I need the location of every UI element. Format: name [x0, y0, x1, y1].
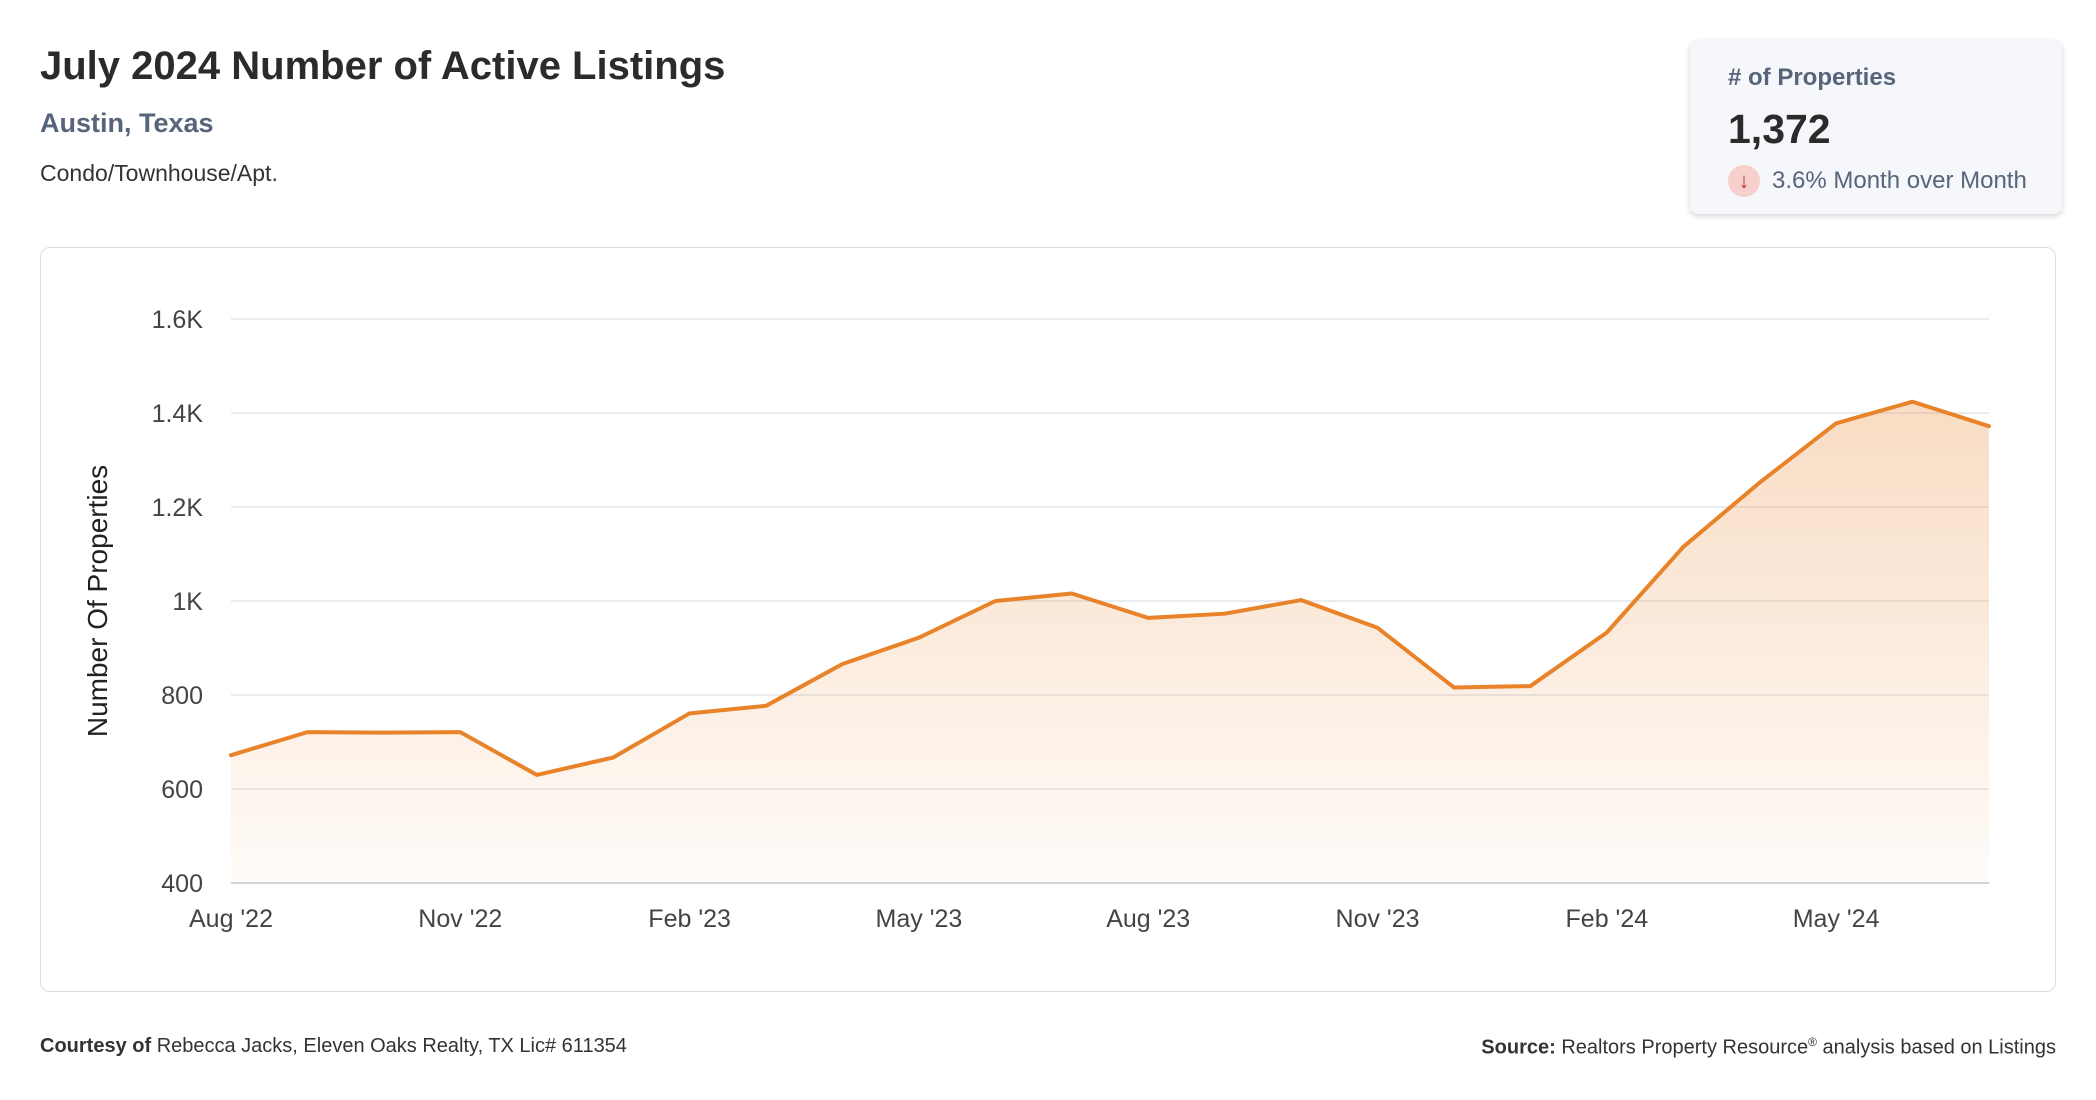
- source-footer: Source: Realtors Property Resource® anal…: [1481, 1035, 2056, 1060]
- data-point: [839, 661, 845, 667]
- x-tick-label: Nov '23: [1336, 905, 1420, 933]
- location-subtitle: Austin, Texas: [40, 108, 214, 138]
- kpi-value: 1,372: [1728, 106, 1831, 152]
- data-point: [1986, 423, 1992, 429]
- x-tick-label: Aug '23: [1106, 905, 1190, 933]
- data-point: [228, 752, 234, 758]
- y-tick-label: 1.6K: [152, 306, 204, 334]
- data-point: [1680, 544, 1686, 550]
- property-type-label: Condo/Townhouse/Apt.: [40, 160, 278, 186]
- data-point: [1757, 480, 1763, 486]
- kpi-change-text: 3.6% Month over Month: [1772, 167, 2027, 194]
- series-line: [229, 399, 1991, 777]
- data-point: [1833, 420, 1839, 426]
- x-tick-label: Feb '23: [648, 905, 731, 933]
- arrow-down-icon: ↓: [1728, 165, 1760, 197]
- source-text-suffix: analysis based on Listings: [1822, 1036, 2056, 1059]
- registered-mark: ®: [1808, 1035, 1817, 1049]
- area-fill: [231, 401, 1989, 883]
- data-point: [1527, 683, 1533, 689]
- kpi-card: # of Properties 1,372 ↓ 3.6% Month over …: [1690, 40, 2062, 214]
- data-point: [1222, 611, 1228, 617]
- data-point: [610, 755, 616, 761]
- courtesy-footer: Courtesy of Rebecca Jacks, Eleven Oaks R…: [40, 1035, 627, 1058]
- kpi-change: ↓ 3.6% Month over Month: [1728, 165, 2062, 197]
- y-tick-label: 800: [161, 682, 203, 710]
- y-tick-label: 1K: [172, 588, 203, 616]
- x-tick-label: Aug '22: [189, 905, 273, 933]
- x-tick-label: Nov '22: [418, 905, 502, 933]
- data-point: [1069, 590, 1075, 596]
- data-point: [1451, 684, 1457, 690]
- courtesy-text: Rebecca Jacks, Eleven Oaks Realty, TX Li…: [156, 1035, 627, 1057]
- kpi-label: # of Properties: [1728, 64, 1897, 91]
- x-tick-label: Feb '24: [1566, 905, 1649, 933]
- data-point: [1604, 629, 1610, 635]
- source-text: Realtors Property Resource: [1561, 1036, 1809, 1059]
- x-tick-label: May '24: [1793, 905, 1880, 933]
- data-point: [687, 710, 693, 716]
- data-point: [457, 729, 463, 735]
- data-point: [1375, 625, 1381, 631]
- data-point: [304, 729, 310, 735]
- x-tick-label: May '23: [876, 905, 963, 933]
- y-tick-label: 400: [161, 870, 203, 898]
- source-label: Source:: [1481, 1036, 1556, 1059]
- chart-panel: 400 600 800 1K 1.2K 1.4K 1.6K Aug '22 Nov '22 Feb…: [40, 247, 2056, 992]
- page-title: July 2024 Number of Active Listings: [40, 44, 726, 88]
- y-tick-label: 1.2K: [152, 494, 204, 522]
- data-point: [1145, 615, 1151, 621]
- data-point: [1910, 399, 1916, 405]
- data-point: [381, 730, 387, 736]
- data-point: [992, 598, 998, 604]
- data-point: [916, 635, 922, 641]
- courtesy-label: Courtesy of: [40, 1035, 152, 1057]
- data-point: [534, 772, 540, 778]
- line-chart: 400 600 800 1K 1.2K 1.4K 1.6K Aug '22 Nov '22 Feb…: [82, 306, 1992, 933]
- y-tick-label: 600: [161, 776, 203, 804]
- y-axis-label: Number Of Properties: [82, 465, 113, 737]
- data-point: [763, 703, 769, 709]
- data-point: [1298, 597, 1304, 603]
- y-tick-label: 1.4K: [152, 400, 204, 428]
